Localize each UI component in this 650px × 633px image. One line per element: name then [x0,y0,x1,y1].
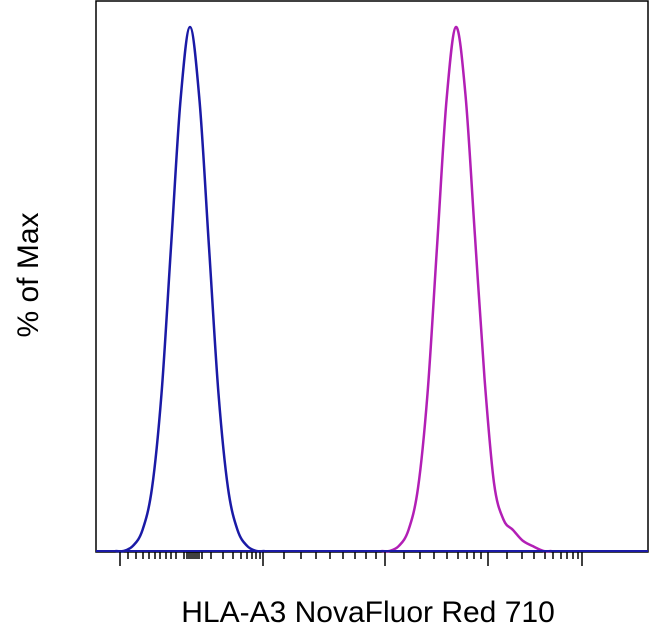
plot-frame [95,0,649,553]
x-axis-ticks [119,552,583,566]
histogram-series-1 [115,25,265,553]
y-axis-label: % of Max [12,212,45,337]
series-layer [96,25,648,553]
x-axis-label: HLA-A3 NovaFluor Red 710 [181,596,555,629]
histogram-series-2 [381,25,552,553]
